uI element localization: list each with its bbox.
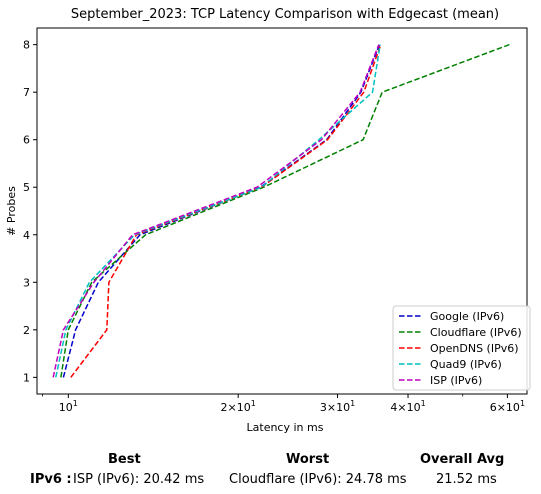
y-tick-label: 7: [23, 86, 30, 99]
series-lines: [52, 43, 510, 378]
y-tick-label: 4: [23, 229, 30, 242]
chart-title: September_2023: TCP Latency Comparison w…: [71, 7, 499, 22]
series-line-quad9-ipv6: [55, 44, 381, 378]
summary-header-avg: Overall Avg: [420, 452, 505, 467]
legend: Google (IPv6) Cloudflare (IPv6) OpenDNS (I…: [392, 305, 531, 391]
legend-label-quad9-ipv6: Quad9 (IPv6): [430, 358, 502, 371]
summary-worst-value: Cloudflare (IPv6): 24.78 ms: [229, 472, 407, 487]
x-tick-label: 2×101: [221, 399, 256, 414]
x-axis-label: Latency in ms: [247, 421, 324, 434]
x-axis-ticks: 101 2×101 3×101 4×101 6×101: [42, 394, 525, 414]
summary-header-best: Best: [108, 452, 141, 467]
y-axis-ticks: 1 2 3 4 5 6 7 8: [23, 39, 37, 384]
summary-best-value: ISP (IPv6): 20.42 ms: [73, 472, 205, 487]
y-axis-label: # Probes: [5, 186, 18, 236]
legend-label-isp-ipv6: ISP (IPv6): [430, 374, 482, 387]
summary-header-worst: Worst: [286, 452, 330, 467]
x-tick-label: 6×101: [490, 399, 525, 414]
series-line-cloudflare-ipv6: [60, 43, 510, 378]
plot-area: [36, 27, 528, 395]
y-tick-label: 5: [23, 181, 30, 194]
x-tick-label: 101: [59, 399, 78, 414]
legend-label-google-ipv6: Google (IPv6): [430, 310, 504, 323]
y-tick-label: 8: [23, 39, 30, 52]
series-line-isp-ipv6: [52, 44, 380, 378]
legend-label-opendns-ipv6: OpenDNS (IPv6): [430, 342, 519, 355]
series-line-opendns-ipv6: [70, 44, 382, 378]
x-tick-label: 4×101: [390, 399, 425, 414]
y-tick-label: 3: [23, 276, 30, 289]
y-tick-label: 6: [23, 134, 30, 147]
summary-avg-value: 21.52 ms: [436, 472, 497, 487]
legend-box: [392, 305, 531, 391]
chart: September_2023: TCP Latency Comparison w…: [5, 7, 531, 434]
summary-row-label: IPv6 :: [30, 472, 72, 487]
x-tick-label: 3×101: [320, 399, 355, 414]
series-line-google-ipv6: [62, 44, 381, 378]
legend-label-cloudflare-ipv6: Cloudflare (IPv6): [430, 326, 522, 339]
y-tick-label: 1: [23, 371, 30, 384]
y-tick-label: 2: [23, 324, 30, 337]
